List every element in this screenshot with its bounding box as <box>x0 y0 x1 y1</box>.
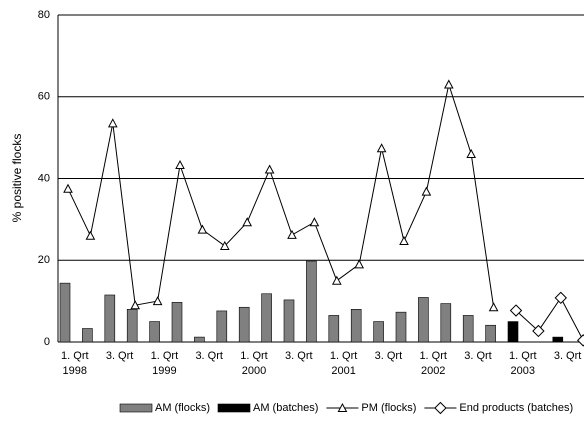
bar <box>126 308 138 343</box>
bar <box>194 336 205 343</box>
point <box>63 183 73 193</box>
x-tick-label: 3. Qrt <box>195 350 223 362</box>
point <box>331 275 342 285</box>
point <box>175 159 185 170</box>
bar <box>507 321 519 343</box>
point <box>197 224 208 234</box>
bar <box>104 294 116 343</box>
bar <box>373 321 384 343</box>
x-tick-year: 2000 <box>242 365 266 377</box>
bar <box>328 315 340 343</box>
legend-swatch <box>217 403 251 413</box>
legend-marker <box>337 402 348 412</box>
point <box>152 296 163 306</box>
legend-label: AM (flocks) <box>155 402 210 414</box>
x-tick-year: 2001 <box>331 365 355 377</box>
x-tick-label: 3. Qrt <box>375 350 403 362</box>
x-tick-year: 2002 <box>421 365 445 377</box>
point <box>354 259 365 269</box>
y-tick-label: 80 <box>38 9 50 21</box>
point <box>509 304 523 317</box>
bar <box>552 336 564 343</box>
bar <box>171 302 183 343</box>
bar <box>485 324 496 343</box>
legend-swatch <box>119 403 153 413</box>
point <box>399 235 409 246</box>
point <box>309 217 320 227</box>
x-tick-label: 1. Qrt <box>330 350 358 362</box>
x-tick-year: 1998 <box>63 365 87 377</box>
point <box>376 143 387 153</box>
legend-label: AM (batches) <box>253 402 318 414</box>
point <box>219 240 230 250</box>
x-tick-label: 1. Qrt <box>509 350 537 362</box>
bar <box>395 311 407 343</box>
y-axis-label: % positive flocks <box>10 134 24 223</box>
line <box>515 296 584 341</box>
bar <box>59 282 71 343</box>
x-tick-label: 3. Qrt <box>464 350 492 362</box>
line <box>67 82 495 308</box>
point <box>443 79 454 89</box>
point <box>107 118 118 128</box>
x-tick-label: 1. Qrt <box>419 350 447 362</box>
bar <box>462 315 474 343</box>
point <box>421 186 432 196</box>
legend-label: PM (flocks) <box>361 402 416 414</box>
bar <box>306 260 317 343</box>
bar <box>350 308 362 343</box>
point <box>130 300 141 310</box>
bar <box>418 297 429 343</box>
bar <box>216 310 228 343</box>
point <box>532 324 545 338</box>
bar <box>440 303 452 343</box>
x-tick-year: 2003 <box>511 365 535 377</box>
x-tick-label: 1. Qrt <box>240 350 268 362</box>
point <box>466 148 477 158</box>
bar <box>238 306 250 343</box>
legend-label: End products (batches) <box>459 402 573 414</box>
point <box>554 291 568 305</box>
y-tick-label: 0 <box>44 336 50 348</box>
y-tick-label: 60 <box>38 91 50 103</box>
point <box>242 217 253 227</box>
x-tick-year: 1999 <box>152 365 176 377</box>
point <box>287 229 297 239</box>
point <box>576 334 584 347</box>
x-tick-label: 3. Qrt <box>106 350 134 362</box>
bar <box>283 299 295 343</box>
x-tick-label: 1. Qrt <box>151 350 179 362</box>
legend-item: AM (batches) <box>217 402 318 414</box>
x-tick-label: 1. Qrt <box>61 350 89 362</box>
x-tick-label: 3. Qrt <box>285 350 313 362</box>
legend-item: PM (flocks) <box>326 402 416 414</box>
point <box>85 230 96 240</box>
bar <box>82 328 93 343</box>
x-tick-label: 3. Qrt <box>554 350 582 362</box>
bar <box>261 293 272 343</box>
legend-item: AM (flocks) <box>119 402 210 414</box>
legend-item: End products (batches) <box>424 401 573 415</box>
y-tick-label: 40 <box>38 172 50 184</box>
bar <box>149 321 160 343</box>
legend-marker <box>434 401 447 415</box>
y-tick-label: 20 <box>38 254 50 266</box>
point <box>488 302 499 312</box>
point <box>264 164 275 174</box>
